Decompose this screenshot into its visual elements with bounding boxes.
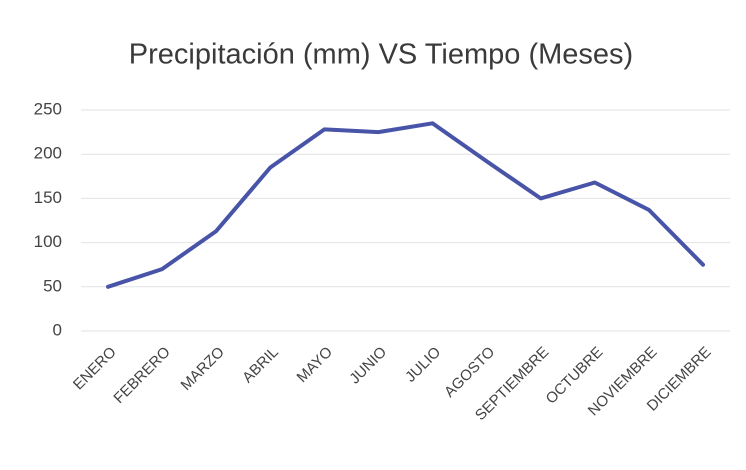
y-tick-label: 0 — [53, 320, 62, 339]
data-line — [106, 121, 705, 289]
y-tick-label: 150 — [34, 188, 62, 207]
y-tick-label: 200 — [34, 144, 62, 163]
y-tick-label: 250 — [34, 99, 62, 118]
y-tick-label: 50 — [43, 276, 62, 295]
chart-title: Precipitación (mm) VS Tiempo (Meses) — [129, 39, 633, 71]
y-tick-label: 100 — [34, 232, 62, 251]
